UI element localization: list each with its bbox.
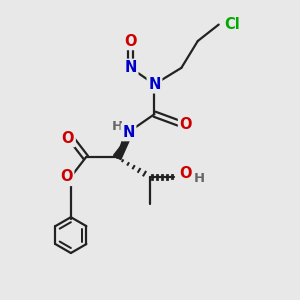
- Text: N: N: [122, 124, 135, 140]
- Text: N: N: [124, 60, 137, 75]
- Text: O: O: [61, 130, 74, 146]
- Polygon shape: [114, 128, 135, 160]
- Text: O: O: [179, 167, 191, 182]
- Text: N: N: [148, 77, 161, 92]
- Text: O: O: [60, 169, 73, 184]
- Text: Cl: Cl: [224, 17, 240, 32]
- Text: O: O: [124, 34, 137, 49]
- Text: H: H: [112, 120, 123, 133]
- Text: O: O: [180, 117, 192, 132]
- Text: H: H: [194, 172, 205, 185]
